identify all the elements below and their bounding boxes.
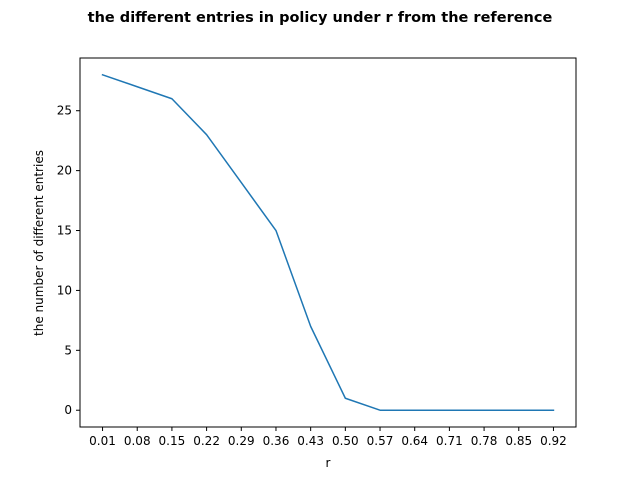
y-tick-label: 10	[57, 283, 72, 297]
y-tick-label: 0	[64, 403, 72, 417]
x-axis-label: r	[326, 456, 331, 470]
y-axis-label: the number of different entries	[32, 150, 46, 336]
x-tick-label: 0.57	[367, 434, 394, 448]
x-tick-label: 0.01	[89, 434, 116, 448]
x-tick-label: 0.92	[540, 434, 567, 448]
series-line	[101, 73, 555, 411]
chart-title: the different entries in policy under r …	[88, 10, 553, 26]
x-axis-ticks: 0.01 0.08 0.15 0.22 0.29 0.36 0.43 0.50 0.57 0.64…	[89, 427, 567, 448]
x-tick-label: 0.22	[193, 434, 220, 448]
x-tick-label: 0.85	[505, 434, 532, 448]
x-tick-label: 0.43	[297, 434, 324, 448]
x-tick-label: 0.50	[332, 434, 359, 448]
x-tick-label: 0.78	[471, 434, 498, 448]
y-tick-label: 20	[57, 164, 72, 178]
x-tick-label: 0.08	[124, 434, 151, 448]
y-tick-label: 15	[57, 224, 72, 238]
x-tick-label: 0.71	[436, 434, 463, 448]
series-layer	[101, 73, 555, 411]
y-tick-label: 5	[64, 343, 72, 357]
x-tick-label: 0.64	[401, 434, 428, 448]
x-tick-label: 0.15	[159, 434, 186, 448]
x-tick-label: 0.36	[263, 434, 290, 448]
x-tick-label: 0.29	[228, 434, 255, 448]
plot-frame	[79, 57, 577, 428]
y-axis-ticks: 0 5 10 15 20 25	[57, 104, 80, 417]
y-tick-label: 25	[57, 104, 72, 118]
